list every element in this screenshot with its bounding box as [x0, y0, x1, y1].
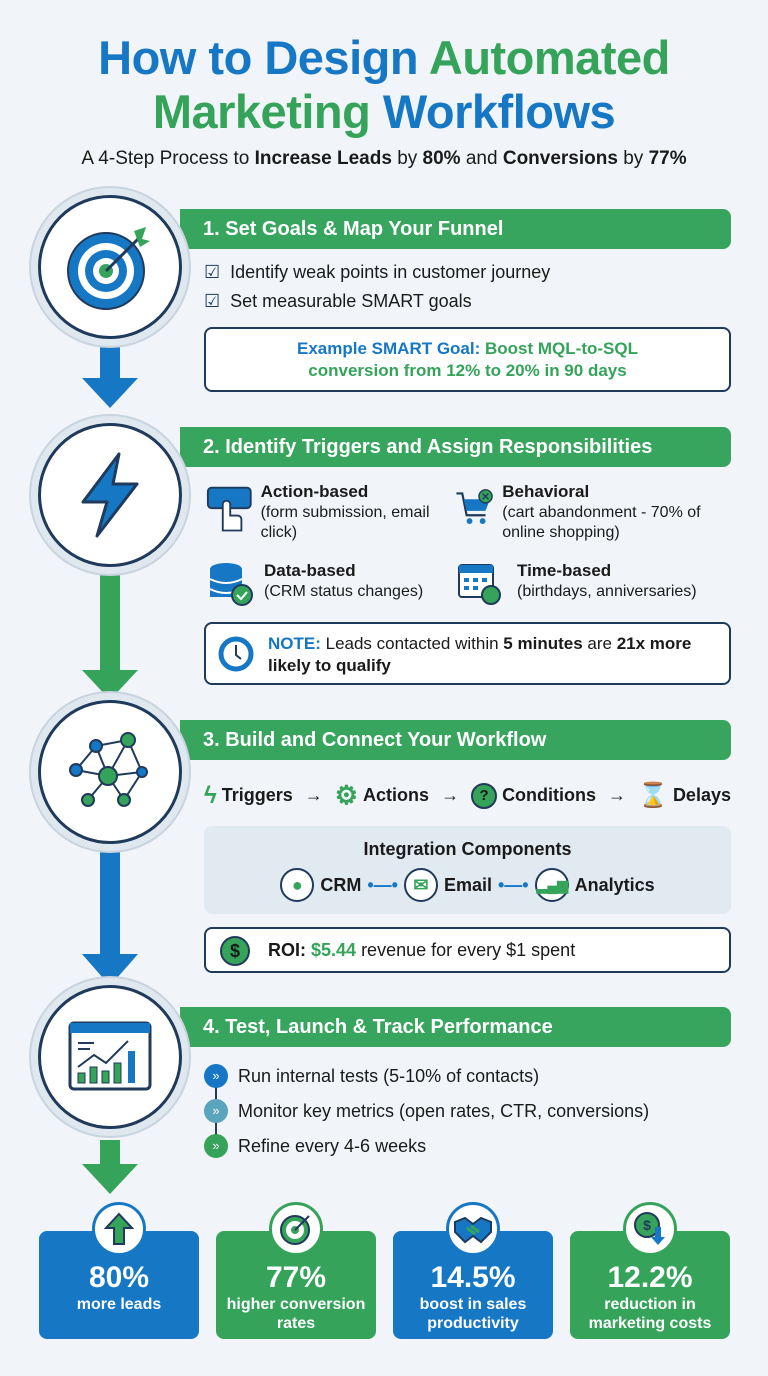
step4-bullet: » Run internal tests (5-10% of contacts) [204, 1064, 539, 1088]
user-icon: ● [280, 868, 315, 902]
arrow-down-icon [82, 562, 138, 700]
database-icon [209, 563, 253, 606]
step4-bullet: » Refine every 4-6 weeks [204, 1134, 426, 1158]
step3-badge [38, 700, 182, 844]
note-box: NOTE: Leads contacted within 5 minutes a… [204, 622, 731, 685]
step3-header: 3. Build and Connect Your Workflow [180, 720, 731, 760]
lightning-icon: ϟ [204, 781, 217, 809]
double-chevron-icon: » [204, 1099, 228, 1123]
check-circle-icon: ☑ [204, 291, 221, 311]
title-line-1: How to Design Automated [98, 31, 670, 84]
step4-header: 4. Test, Launch & Track Performance [180, 1007, 731, 1047]
arrow-down-icon [82, 330, 138, 408]
arrow-down-icon [82, 838, 138, 986]
network-icon [69, 732, 148, 807]
double-chevron-icon: » [204, 1064, 228, 1088]
flow-actions: ⚙ Actions [334, 780, 430, 810]
roi-box: $ ROI: $5.44 revenue for every $1 spent [204, 927, 731, 973]
trigger-data-based: Data-based (CRM status changes) [206, 561, 456, 607]
handshake-icon [446, 1202, 500, 1256]
arrow-down-icon [82, 1140, 138, 1194]
cart-icon [456, 489, 493, 524]
step1-bullet: ☑ Set measurable SMART goals [204, 291, 472, 311]
step2-header: 2. Identify Triggers and Assign Responsi… [180, 427, 731, 467]
money-down-icon: $ [623, 1202, 677, 1256]
step1-bullet: ☑ Identify weak points in customer journe… [204, 262, 551, 282]
trigger-action-based: Action-based (form submission, email clic… [206, 482, 456, 543]
connector-icon: •—• [497, 874, 529, 895]
flow-triggers: ϟ Triggers [204, 781, 293, 809]
step1-header: 1. Set Goals & Map Your Funnel [180, 209, 731, 249]
flow-conditions: ? Conditions [471, 782, 596, 809]
step4-bullet: » Monitor key metrics (open rates, CTR, c… [204, 1099, 649, 1123]
dollar-icon: $ [220, 936, 250, 966]
click-icon [206, 486, 252, 532]
question-icon: ? [471, 782, 498, 809]
integration-panel: Integration Components ● CRM •—• ✉ Email •—•… [204, 826, 731, 914]
lightning-icon [81, 452, 139, 538]
calendar-icon [458, 564, 501, 605]
arrow-up-icon [92, 1202, 146, 1256]
svg-text:$: $ [643, 1217, 651, 1233]
workflow-flow: ϟ Triggers → ⚙ Actions → ? Conditions → ⌛ Delay… [204, 780, 731, 811]
clock-icon [218, 636, 254, 672]
arrow-right-icon: → [304, 785, 323, 805]
arrow-right-icon: → [441, 785, 460, 805]
subtitle: A 4-Step Process to Increase Leads by 80… [81, 148, 687, 169]
email-icon: ✉ [403, 868, 438, 902]
example-goal-box: Example SMART Goal: Boost MQL-to-SQL con… [204, 327, 731, 392]
step1-badge [38, 195, 182, 339]
analytics-icon: ▂▄▆ [534, 868, 569, 902]
chart-icon [68, 1021, 152, 1091]
step2-badge [38, 423, 182, 567]
check-circle-icon: ☑ [204, 262, 221, 282]
step4-badge [38, 985, 182, 1129]
title-line-2: Marketing Workflows [152, 85, 616, 138]
double-chevron-icon: » [204, 1134, 228, 1158]
arrow-right-icon: → [608, 785, 627, 805]
trigger-time-based: Time-based (birthdays, anniversaries) [455, 561, 735, 607]
hourglass-icon: ⌛ [638, 782, 668, 809]
stat-card: 14.5% boost in sales productivity [393, 1231, 553, 1339]
stat-card: 77% higher conversion rates [216, 1231, 376, 1339]
target-icon [67, 227, 150, 310]
gear-icon: ⚙ [334, 780, 359, 810]
target-icon [269, 1202, 323, 1256]
flow-delays: ⌛ Delays [638, 782, 731, 809]
trigger-behavioral: Behavioral (cart abandonment - 70% of onl… [455, 482, 735, 543]
connector-icon: •—• [367, 874, 398, 895]
